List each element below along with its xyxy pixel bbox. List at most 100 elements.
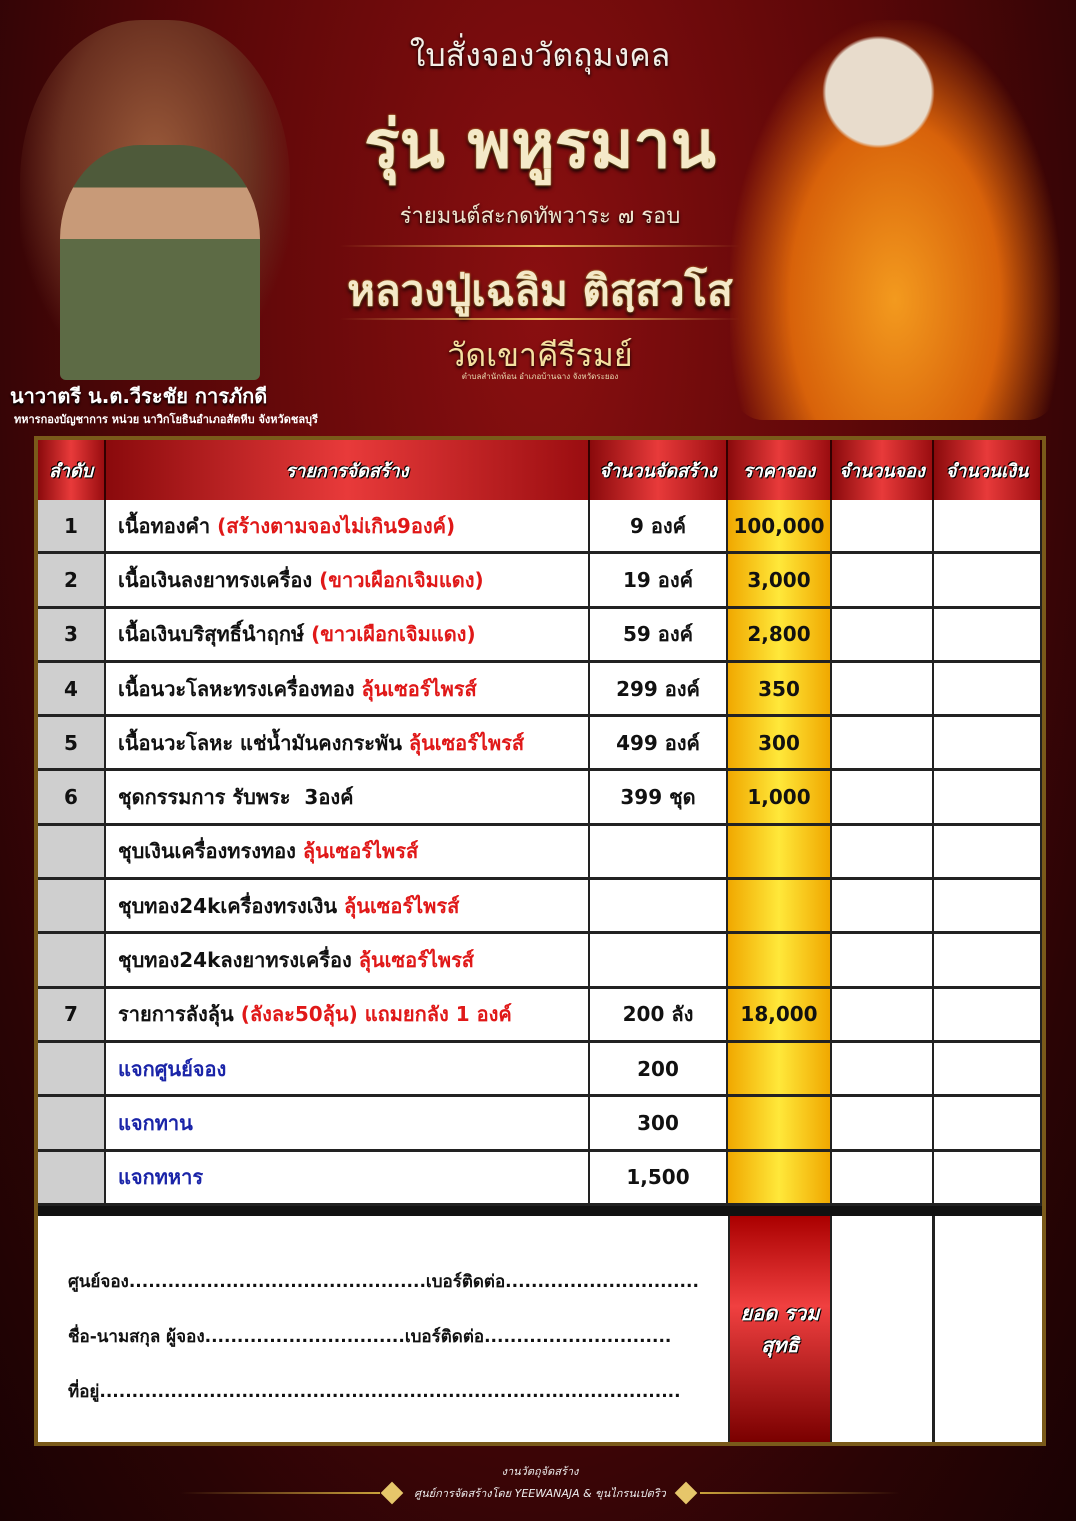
price bbox=[728, 880, 832, 935]
net-total-label: ยอด รวมสุทธิ bbox=[728, 1216, 832, 1442]
item-note: ลุ้นเซอร์ไพรส์ bbox=[344, 893, 460, 918]
price: 300 bbox=[728, 717, 832, 772]
amount-input[interactable] bbox=[934, 880, 1042, 935]
quantity: 399 ชุด bbox=[590, 771, 728, 826]
monk-name: หลวงปู่เฉลิม ติสฺสวโส bbox=[347, 266, 733, 315]
order-form-section: ศูนย์จอง................................… bbox=[38, 1216, 1042, 1442]
order-quantity-input[interactable] bbox=[832, 934, 934, 989]
temple-location: ตำบลสำนักท้อน อำเภอบ้านฉาง จังหวัดระยอง bbox=[461, 372, 619, 381]
price bbox=[728, 1042, 832, 1098]
row-number bbox=[38, 880, 106, 935]
item-name: ชุบทอง24kเครื่องทรงเงิน ลุ้นเซอร์ไพรส์ bbox=[106, 880, 590, 935]
item-text: เนื้อทองคำ bbox=[118, 513, 218, 538]
address-field[interactable]: ที่อยู่.................................… bbox=[68, 1382, 681, 1402]
amount-input[interactable] bbox=[934, 608, 1042, 663]
amount-input[interactable] bbox=[934, 934, 1042, 989]
order-quantity-input[interactable] bbox=[832, 608, 934, 663]
item-name: แจกทาน bbox=[106, 1097, 590, 1152]
price: 1,000 bbox=[728, 771, 832, 826]
item-note: (ขาวเผือกเจิมแดง) bbox=[319, 567, 484, 592]
quantity: 300 bbox=[590, 1097, 728, 1152]
price: 18,000 bbox=[728, 988, 832, 1043]
quantity: 9 องค์ bbox=[590, 500, 728, 555]
item-text: ชุบเงินเครื่องทรงทอง bbox=[118, 839, 303, 864]
order-quantity-input[interactable] bbox=[832, 988, 934, 1043]
price: 100,000 bbox=[728, 500, 832, 555]
item-text: เนื้อเงินลงยาทรงเครื่อง bbox=[118, 567, 320, 592]
price: 2,800 bbox=[728, 608, 832, 663]
divider bbox=[340, 245, 740, 247]
amount-input[interactable] bbox=[934, 717, 1042, 772]
order-quantity-input[interactable] bbox=[832, 771, 934, 826]
item-name: เนื้อทองคำ (สร้างตามจองไม่เกิน9องค์) bbox=[106, 500, 590, 555]
row-number bbox=[38, 825, 106, 881]
column-header: จำนวนจัดสร้าง bbox=[590, 440, 728, 500]
price: 350 bbox=[728, 662, 832, 718]
amount-input[interactable] bbox=[934, 771, 1042, 826]
item-name: เนื้อเงินลงยาทรงเครื่อง (ขาวเผือกเจิมแดง… bbox=[106, 554, 590, 609]
row-number: 7 bbox=[38, 988, 106, 1043]
row-number bbox=[38, 1151, 106, 1206]
row-number: 5 bbox=[38, 717, 106, 772]
footer-line2: ศูนย์การจัดสร้างโดย YEEWANAJA & ขุนไกรนเ… bbox=[414, 1487, 666, 1500]
amount-input[interactable] bbox=[934, 1042, 1042, 1098]
footer-line1: งานวัตถุจัดสร้าง bbox=[501, 1465, 579, 1478]
item-note: แจกทาน bbox=[118, 1110, 193, 1135]
order-quantity-input[interactable] bbox=[832, 717, 934, 772]
item-note: แจกทหาร bbox=[118, 1165, 204, 1190]
order-quantity-input[interactable] bbox=[832, 1151, 934, 1206]
quantity bbox=[590, 880, 728, 935]
item-note: (สร้างตามจองไม่เกิน9องค์) bbox=[217, 513, 456, 538]
order-grid: ลำดับ รายการจัดสร้าง จำนวนจัดสร้าง ราคาจองจ… bbox=[38, 440, 1042, 1206]
quantity: 1,500 bbox=[590, 1151, 728, 1206]
column-header: จำนวนเงิน bbox=[934, 440, 1042, 500]
order-quantity-input[interactable] bbox=[832, 662, 934, 718]
edition-title: รุ่น พหูรมาน bbox=[364, 105, 716, 183]
item-note: (ขาวเผือกเจิมแดง) bbox=[311, 622, 476, 647]
order-quantity-input[interactable] bbox=[832, 1042, 934, 1098]
quantity bbox=[590, 825, 728, 881]
footer-divider bbox=[700, 1492, 900, 1494]
item-text: รายการลังลุ้น bbox=[118, 1002, 241, 1027]
amount-input[interactable] bbox=[934, 825, 1042, 881]
amount-input[interactable] bbox=[934, 500, 1042, 555]
item-name: รายการลังลุ้น (ลังละ50ลุ้น) แถมยกลัง 1 อ… bbox=[106, 988, 590, 1043]
item-text: เนื้อเงินบริสุทธิ์นำฤกษ์ bbox=[118, 622, 312, 647]
amount-input[interactable] bbox=[934, 554, 1042, 609]
item-text: ชุบทอง24kลงยาทรงเครื่อง bbox=[118, 948, 359, 973]
item-name: ชุบเงินเครื่องทรงทอง ลุ้นเซอร์ไพรส์ bbox=[106, 825, 590, 881]
amount-input[interactable] bbox=[934, 662, 1042, 718]
item-note: ลุ้นเซอร์ไพรส์ bbox=[302, 839, 419, 864]
amount-input[interactable] bbox=[934, 1151, 1042, 1206]
quantity: 59 องค์ bbox=[590, 608, 728, 663]
item-name: แจกทหาร bbox=[106, 1151, 590, 1206]
order-quantity-input[interactable] bbox=[832, 880, 934, 935]
item-text: ชุบทอง24kเครื่องทรงเงิน bbox=[118, 893, 345, 918]
booker-name-field[interactable]: ชื่อ-นามสกุล ผู้จอง.....................… bbox=[68, 1327, 672, 1347]
temple-name: วัดเขาคีรีรมย์ bbox=[447, 336, 633, 374]
item-note: (ลังละ50ลุ้น) แถมยกลัง 1 องค์ bbox=[240, 1002, 512, 1027]
quantity: 299 องค์ bbox=[590, 662, 728, 718]
row-number: 6 bbox=[38, 771, 106, 826]
order-quantity-input[interactable] bbox=[832, 825, 934, 881]
row-number: 1 bbox=[38, 500, 106, 555]
price: 3,000 bbox=[728, 554, 832, 609]
item-text: เนื้อนวะโลหะ แช่น้ำมันคงกระพัน bbox=[118, 730, 409, 755]
item-name: แจกศูนย์จอง bbox=[106, 1042, 590, 1098]
amount-input[interactable] bbox=[934, 1097, 1042, 1152]
order-table: ลำดับ รายการจัดสร้าง จำนวนจัดสร้าง ราคาจองจ… bbox=[34, 436, 1046, 1446]
row-number bbox=[38, 934, 106, 989]
sponsor-name: นาวาตรี น.ต.วีระชัย การภักดี bbox=[10, 384, 268, 408]
row-number: 2 bbox=[38, 554, 106, 609]
price bbox=[728, 934, 832, 989]
order-quantity-input[interactable] bbox=[832, 554, 934, 609]
order-quantity-input[interactable] bbox=[832, 1097, 934, 1152]
order-quantity-input[interactable] bbox=[832, 500, 934, 555]
quantity bbox=[590, 934, 728, 989]
amount-input[interactable] bbox=[934, 988, 1042, 1043]
item-name: เนื้อเงินบริสุทธิ์นำฤกษ์ (ขาวเผือกเจิมแด… bbox=[106, 608, 590, 663]
booking-center-field[interactable]: ศูนย์จอง................................… bbox=[68, 1272, 699, 1292]
column-divider bbox=[932, 1216, 935, 1442]
sponsor-unit: ทหารกองบัญชาการ หน่วย นาวิกโยธินอำเภอสัต… bbox=[14, 413, 318, 426]
row-number: 3 bbox=[38, 608, 106, 663]
